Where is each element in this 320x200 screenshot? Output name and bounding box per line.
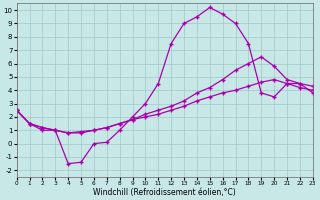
X-axis label: Windchill (Refroidissement éolien,°C): Windchill (Refroidissement éolien,°C)	[93, 188, 236, 197]
